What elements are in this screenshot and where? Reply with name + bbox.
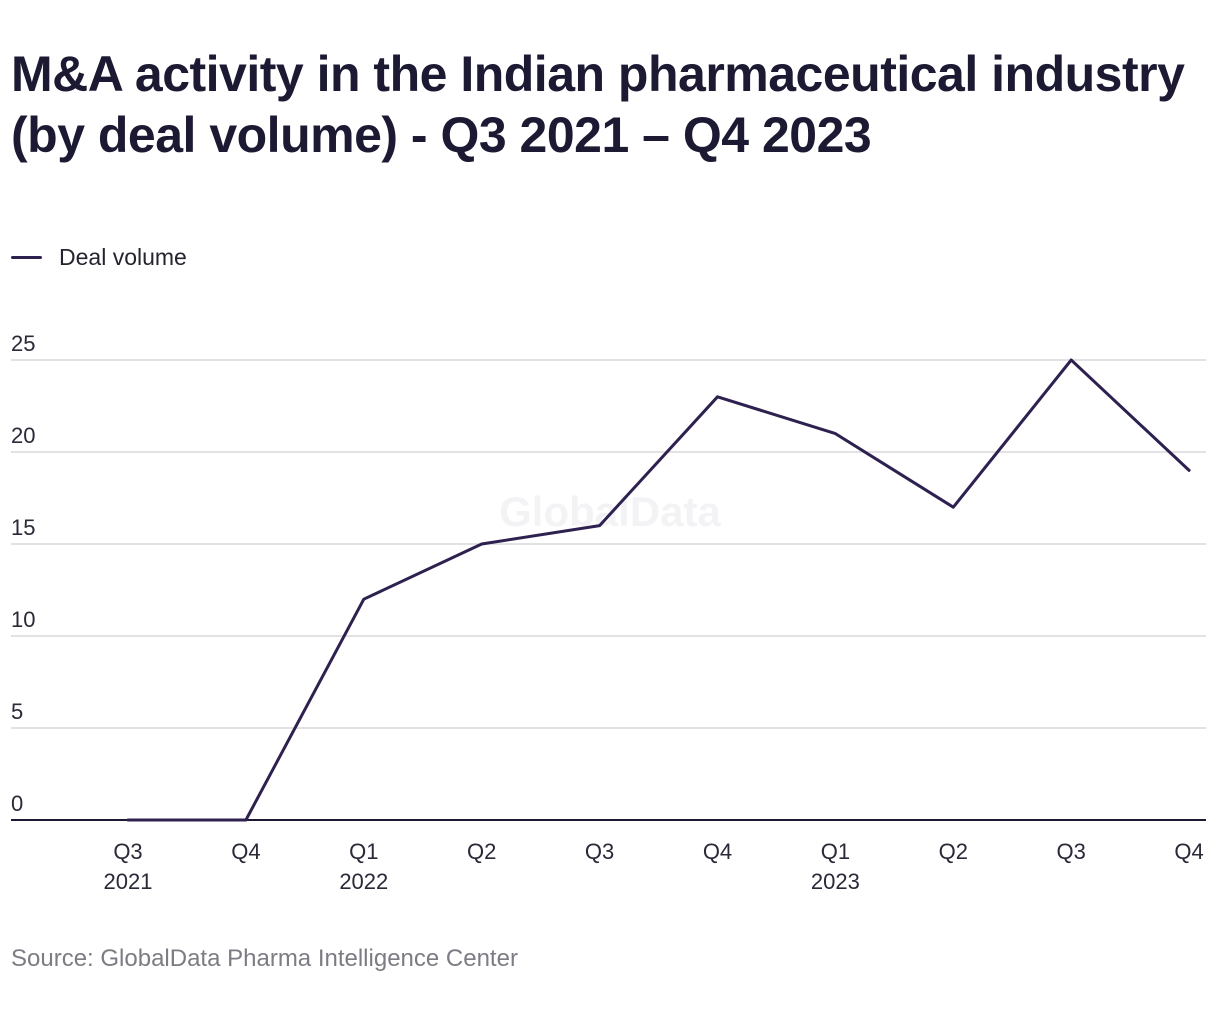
x-tick-label: 2022: [339, 869, 388, 894]
series-line-deal-volume: [126, 358, 1191, 822]
legend-swatch: [11, 255, 42, 259]
x-axis-ticks: Q3 2021 Q4 Q1 2022 Q2 Q3 Q4 Q1 2023 Q2 Q3 Q4: [104, 839, 1204, 894]
watermark: GlobalData: [499, 488, 721, 535]
x-tick-label: 2021: [104, 869, 153, 894]
x-tick-label: Q1: [349, 839, 378, 864]
x-tick-label: Q4: [231, 839, 260, 864]
source-note: Source: GlobalData Pharma Intelligence C…: [11, 945, 518, 972]
x-tick-label: Q1: [821, 839, 850, 864]
x-tick-label: Q4: [1174, 839, 1203, 864]
x-tick-label: Q4: [703, 839, 732, 864]
legend: Deal volume: [11, 240, 187, 274]
y-tick-label: 10: [11, 607, 35, 632]
x-tick-label: Q3: [585, 839, 614, 864]
chart-title: M&A activity in the Indian pharmaceutica…: [11, 46, 1185, 163]
legend-label: Deal volume: [59, 243, 187, 270]
x-tick-label: 2023: [811, 869, 860, 894]
gridlines: [11, 359, 1206, 729]
y-axis-ticks: 0 5 10 15 20 25: [11, 331, 35, 816]
y-tick-label: 25: [11, 331, 35, 356]
y-tick-label: 20: [11, 423, 35, 448]
y-tick-label: 0: [11, 791, 23, 816]
x-tick-label: Q2: [467, 839, 496, 864]
x-tick-label: Q3: [1057, 839, 1086, 864]
y-tick-label: 5: [11, 699, 23, 724]
y-tick-label: 15: [11, 515, 35, 540]
x-tick-label: Q3: [113, 839, 142, 864]
x-tick-label: Q2: [939, 839, 968, 864]
